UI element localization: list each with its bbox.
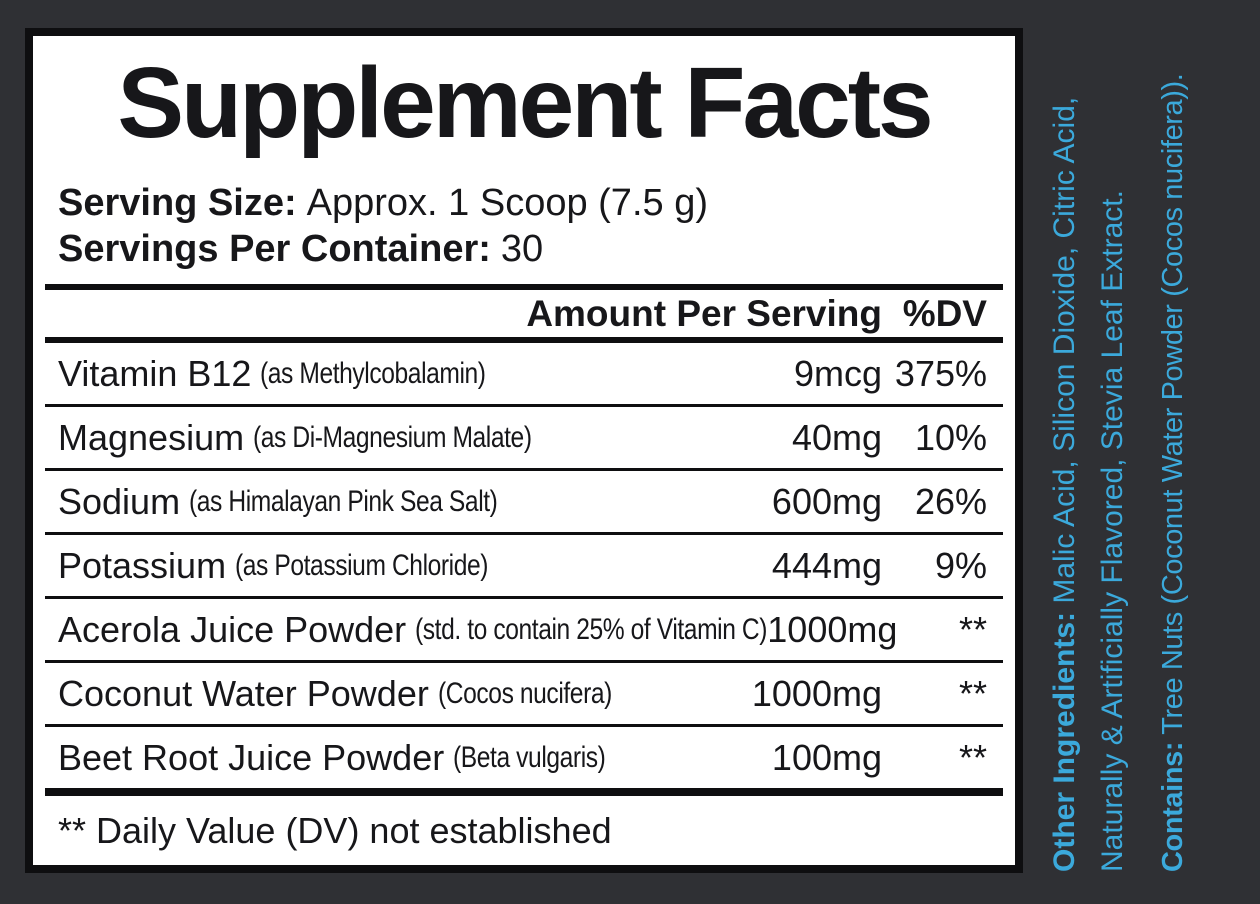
supplement-facts-title: Supplement Facts <box>117 46 933 159</box>
divider-thick-top <box>45 284 1003 290</box>
table-row: Acerola Juice Powder (std. to contain 25… <box>45 599 1003 663</box>
ingredient-dv: ** <box>958 672 987 714</box>
ingredient-detail: (as Methylcobalamin) <box>260 356 487 390</box>
ingredient-dv: 26% <box>914 480 987 522</box>
facts-rows: Vitamin B12 (as Methylcobalamin) 9mcg 37… <box>45 343 1003 788</box>
ingredient-dv: 9% <box>934 544 987 586</box>
ingredient-name: Vitamin B12 <box>58 352 252 394</box>
dv-header: %DV <box>902 292 987 334</box>
other-ingredients-line-1: Other Ingredients: Malic Acid, Silicon D… <box>1046 97 1084 872</box>
other-ingredients-text-2: Naturally & Artificially Flavored, Stevi… <box>1096 190 1129 872</box>
ingredient-dv: 375% <box>894 352 987 394</box>
ingredient-detail: (Beta vulgaris) <box>453 740 606 774</box>
table-row: Beet Root Juice Powder (Beta vulgaris) 1… <box>45 727 1003 788</box>
ingredient-amount: 1000mg <box>751 672 882 714</box>
ingredient-detail: (Cocos nucifera) <box>437 676 612 710</box>
ingredient-amount: 600mg <box>771 480 882 522</box>
other-ingredients-text-1: Malic Acid, Silicon Dioxide, Citric Acid… <box>1048 96 1081 604</box>
ingredient-amount: 100mg <box>771 736 882 778</box>
contains-label: Contains: <box>1157 741 1189 872</box>
ingredient-name: Acerola Juice Powder <box>58 608 407 650</box>
servings-per-container-line: Servings Per Container: 30 <box>58 226 1003 272</box>
table-header-row: Amount Per Serving %DV <box>45 290 1003 337</box>
ingredient-name: Magnesium <box>58 416 245 458</box>
table-row: Sodium (as Himalayan Pink Sea Salt) 600m… <box>45 471 1003 535</box>
ingredient-dv: ** <box>958 608 987 650</box>
ingredient-amount: 1000mg <box>767 608 898 650</box>
ingredient-name: Potassium <box>58 544 227 586</box>
serving-size-label: Serving Size: <box>58 181 297 224</box>
serving-size-value: Approx. 1 Scoop (7.5 g) <box>306 181 708 224</box>
ingredient-amount: 444mg <box>771 544 882 586</box>
divider-thick-bottom <box>45 788 1003 796</box>
table-row: Potassium (as Potassium Chloride) 444mg … <box>45 535 1003 599</box>
daily-value-footnote: ** Daily Value (DV) not established <box>58 809 612 851</box>
servings-per-container-value: 30 <box>500 227 544 270</box>
other-ingredients-label: Other Ingredients: <box>1048 611 1081 872</box>
serving-info: Serving Size: Approx. 1 Scoop (7.5 g) Se… <box>45 180 1003 272</box>
other-ingredients-line-2: Naturally & Artificially Flavored, Stevi… <box>1094 190 1132 872</box>
ingredient-detail: (as Potassium Chloride) <box>235 548 489 582</box>
ingredient-dv: 10% <box>914 416 987 458</box>
supplement-facts-panel: Supplement Facts Serving Size: Approx. 1… <box>25 28 1023 873</box>
ingredient-detail: (std. to contain 25% of Vitamin C) <box>415 612 768 646</box>
ingredient-amount: 9mcg <box>793 352 882 394</box>
ingredient-amount: 40mg <box>791 416 882 458</box>
ingredient-name: Sodium <box>58 480 181 522</box>
panel-content: Supplement Facts Serving Size: Approx. 1… <box>45 38 1003 865</box>
ingredient-detail: (as Di-Magnesium Malate) <box>253 420 532 454</box>
contains-text: Tree Nuts (Coconut Water Powder (Cocos n… <box>1157 73 1189 735</box>
ingredient-detail: (as Himalayan Pink Sea Salt) <box>189 484 498 518</box>
table-row: Coconut Water Powder (Cocos nucifera) 10… <box>45 663 1003 727</box>
servings-per-container-label: Servings Per Container: <box>58 227 491 270</box>
ingredient-name: Beet Root Juice Powder <box>58 736 445 778</box>
ingredient-dv: ** <box>958 736 987 778</box>
table-row: Vitamin B12 (as Methylcobalamin) 9mcg 37… <box>45 343 1003 407</box>
amount-per-serving-header: Amount Per Serving <box>526 292 882 334</box>
table-row: Magnesium (as Di-Magnesium Malate) 40mg … <box>45 407 1003 471</box>
divider-thick-under-header <box>45 337 1003 343</box>
ingredient-name: Coconut Water Powder <box>58 672 429 714</box>
serving-size-line: Serving Size: Approx. 1 Scoop (7.5 g) <box>58 180 1003 226</box>
contains-line: Contains: Tree Nuts (Coconut Water Powde… <box>1154 74 1192 872</box>
